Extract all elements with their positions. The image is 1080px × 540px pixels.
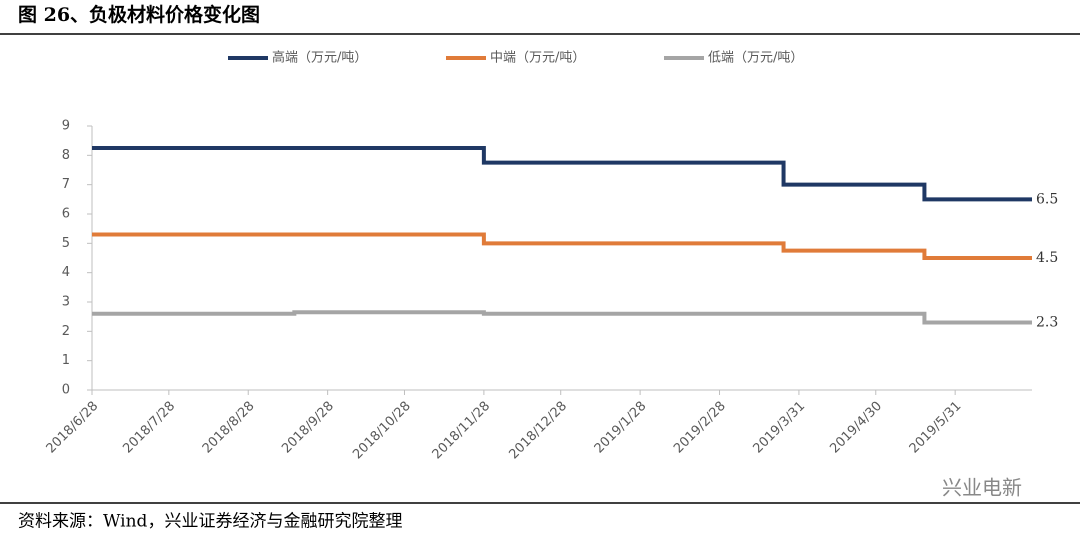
- end-label: 6.5: [1036, 191, 1058, 207]
- x-tick-label: 2018/9/28: [279, 399, 337, 457]
- y-tick-label: 1: [62, 353, 70, 368]
- x-tick-label: 2019/5/31: [907, 399, 965, 457]
- x-tick-label: 2019/4/30: [827, 399, 885, 457]
- y-tick-label: 4: [62, 265, 70, 280]
- x-tick-label: 2019/3/31: [750, 399, 808, 457]
- y-tick-label: 9: [62, 119, 70, 134]
- y-tick-label: 0: [62, 383, 70, 398]
- series-line: [92, 310, 1032, 325]
- x-tick-label: 2018/8/28: [200, 399, 258, 457]
- x-tick-label: 2018/7/28: [120, 399, 178, 457]
- y-tick-label: 8: [62, 148, 70, 163]
- series-line: [92, 232, 1032, 260]
- y-tick-label: 5: [62, 236, 70, 251]
- watermark: 兴业电新: [942, 476, 1022, 500]
- y-tick-label: 7: [62, 177, 70, 192]
- legend-label: 高端（万元/吨）: [272, 50, 367, 66]
- x-tick-label: 2019/2/28: [671, 399, 729, 457]
- legend-label: 低端（万元/吨）: [708, 51, 803, 66]
- y-tick-label: 3: [62, 295, 70, 310]
- source: 资料来源：Wind，兴业证券经济与金融研究院整理: [18, 512, 402, 532]
- chart-title: 图 26、负极材料价格变化图: [18, 3, 260, 26]
- end-label: 4.5: [1036, 250, 1058, 266]
- end-label: 2.3: [1036, 315, 1058, 331]
- x-tick-label: 2018/12/28: [506, 399, 570, 463]
- series-line: [92, 146, 1032, 202]
- x-tick-label: 2018/11/28: [430, 399, 494, 463]
- x-tick-label: 2018/10/28: [350, 399, 414, 463]
- x-tick-label: 2018/6/28: [44, 399, 102, 457]
- y-tick-label: 6: [62, 207, 70, 222]
- x-tick-label: 2019/1/28: [592, 399, 650, 457]
- y-tick-label: 2: [62, 324, 70, 339]
- legend-label: 中端（万元/吨）: [490, 51, 585, 66]
